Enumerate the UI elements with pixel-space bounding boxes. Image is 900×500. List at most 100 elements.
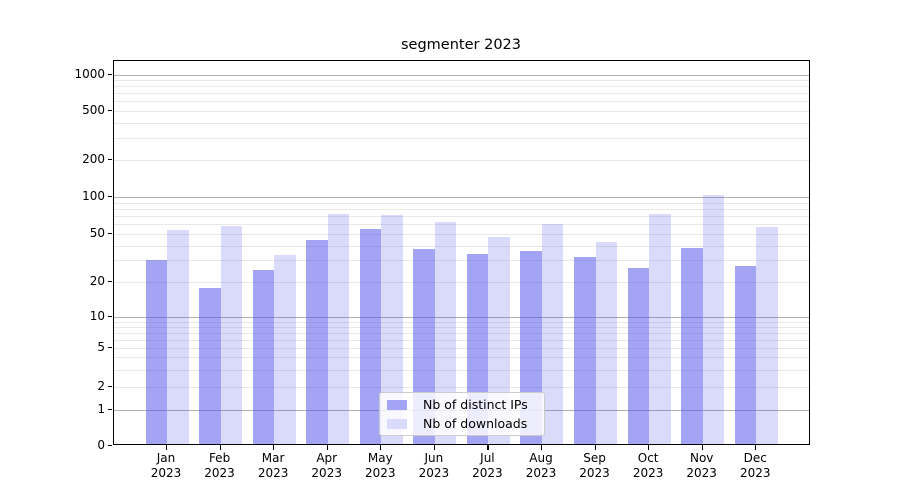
bar-distinct-ips-jan [145,260,167,444]
bar-downloads-jun [434,222,457,444]
bar-downloads-nov [702,195,725,444]
x-tick [648,445,650,450]
y-gridline-minor [113,245,809,247]
y-gridline-minor [113,160,809,161]
bar-distinct-ips-apr [306,239,328,444]
bar-downloads-sep [595,242,618,444]
y-gridline-minor [113,387,809,388]
y-gridline-minor [113,93,809,95]
y-tick-label: 20 [89,273,105,288]
y-gridline-minor [113,326,809,328]
legend-swatch-downloads [387,418,407,429]
y-gridline-minor [113,80,809,82]
y-tick-label: 1 [97,402,105,416]
bar-downloads-apr [327,214,350,444]
y-gridline-minor [113,260,809,262]
x-tick-label: Jul 2023 [472,451,503,480]
x-tick-label: May 2023 [364,451,396,480]
y-gridline-minor [113,332,809,334]
x-tick-label: Jan 2023 [150,451,182,480]
bar-distinct-ips-may [359,228,382,444]
bar-distinct-ips-mar [252,270,275,444]
y-tick [107,386,112,388]
bar-downloads-aug [541,224,564,444]
y-gridline-minor [113,321,809,323]
x-tick-label: Aug 2023 [525,451,557,480]
bar-downloads-dec [756,226,778,444]
legend: Nb of distinct IPs Nb of downloads [379,392,545,436]
y-gridline-minor [113,224,809,226]
y-gridline-major [113,317,809,318]
y-tick [107,73,112,75]
x-tick-label: Apr 2023 [311,451,342,480]
legend-item-downloads: Nb of downloads [387,416,537,431]
x-tick [219,445,221,450]
x-tick [755,445,757,450]
bar-distinct-ips-sep [574,256,596,444]
x-tick-label: Nov 2023 [686,451,717,480]
y-gridline-minor [113,86,809,88]
y-tick-label: 0 [97,437,105,452]
x-tick [380,445,382,450]
x-tick-label: Feb 2023 [204,451,235,480]
bar-distinct-ips-feb [199,287,221,444]
legend-swatch-distinct-ips [387,399,407,410]
y-gridline-minor [113,216,809,218]
y-gridline-minor [113,208,809,210]
y-tick [107,316,112,318]
y-tick-label: 5 [97,340,105,354]
y-gridline-minor [113,369,809,371]
y-tick-label: 50 [89,226,105,240]
y-tick-label: 100 [82,189,105,203]
y-gridline-minor [113,202,809,204]
x-tick-label: Dec 2023 [739,451,771,480]
y-tick-label: 200 [82,152,105,166]
legend-label-downloads: Nb of downloads [423,416,528,431]
chart-title: segmenter 2023 [401,37,521,53]
y-tick-label: 2 [97,379,105,393]
y-gridline-minor [113,111,809,112]
bar-downloads-may [381,214,403,444]
y-tick [107,159,112,161]
y-gridline-minor [113,281,809,283]
bar-downloads-oct [649,214,671,444]
y-tick [107,347,112,349]
x-tick-label: Oct 2023 [632,451,664,480]
x-tick-label: Mar 2023 [257,451,289,480]
x-tick [594,445,596,450]
bar-downloads-mar [274,255,296,444]
y-gridline-major [113,74,809,76]
y-tick-label: 500 [82,103,105,117]
bar-downloads-jan [167,229,189,444]
y-gridline-minor [113,357,809,359]
y-gridline-minor [113,138,809,140]
x-tick [166,445,168,450]
y-tick [107,409,112,411]
legend-label-distinct-ips: Nb of distinct IPs [423,397,528,412]
bar-downloads-jul [488,237,510,444]
y-tick-label: 10 [89,309,105,323]
y-tick [107,233,112,235]
x-tick [433,445,436,450]
y-tick [107,110,112,112]
x-tick [487,445,489,450]
y-tick [107,280,112,282]
y-tick-label: 1000 [74,66,105,81]
y-gridline-minor [113,339,809,341]
x-tick [540,445,543,450]
bar-downloads-feb [220,225,243,444]
y-gridline-minor [113,101,809,103]
y-tick [107,196,112,198]
bar-distinct-ips-oct [627,267,650,444]
y-gridline-minor [113,234,809,235]
x-tick-label: Jun 2023 [418,451,450,480]
bar-distinct-ips-dec [734,265,757,444]
y-gridline-minor [113,348,809,349]
x-tick [273,445,275,450]
y-gridline-minor [113,122,809,124]
x-tick [701,445,703,450]
y-tick [107,444,112,446]
x-tick [326,445,328,450]
bar-distinct-ips-nov [681,247,703,444]
